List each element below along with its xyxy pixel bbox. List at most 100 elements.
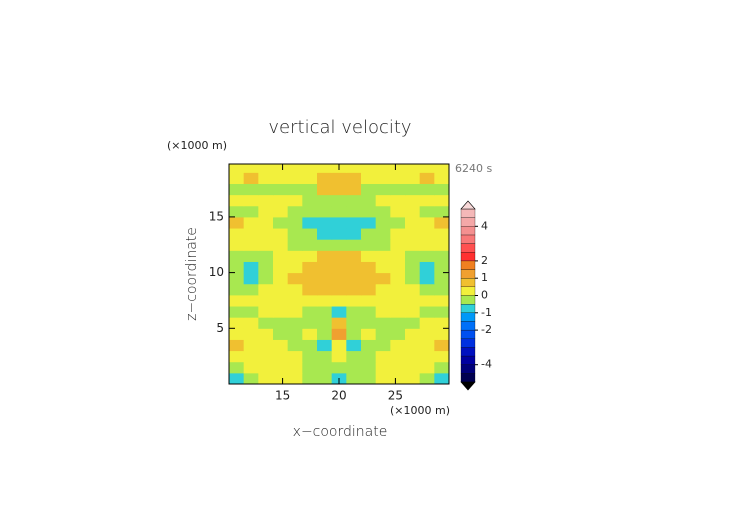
contour-cell: [346, 183, 362, 196]
contour-cell: [287, 339, 303, 352]
contour-cell: [390, 317, 406, 329]
contour-cell: [419, 361, 435, 374]
contour-cell: [317, 261, 333, 274]
contour-cell: [390, 250, 406, 262]
contour-cell: [361, 272, 377, 285]
contour-cell: [434, 164, 449, 173]
contour-cell: [331, 239, 347, 251]
contour-cell: [258, 317, 274, 329]
colorbar-band: [460, 252, 476, 262]
contour-cell: [375, 164, 391, 173]
contour-cell: [375, 372, 391, 384]
contour-cell: [419, 294, 435, 307]
contour-cell: [375, 194, 391, 207]
contour-cell: [405, 294, 421, 307]
contour-cell: [375, 350, 391, 363]
contour-cell: [258, 294, 274, 307]
contour-cell: [346, 328, 362, 340]
contour-cell: [331, 328, 347, 340]
contour-cell: [258, 372, 274, 384]
contour-cell: [243, 372, 259, 384]
contour-cell: [405, 228, 421, 240]
contour-cell: [346, 361, 362, 374]
contour-cell: [361, 239, 377, 251]
contour-cell: [287, 261, 303, 274]
contour-cell: [390, 372, 406, 384]
contour-cell: [273, 239, 289, 251]
contour-cell: [287, 194, 303, 207]
contour-cell: [390, 306, 406, 318]
contour-cell: [434, 261, 449, 274]
contour-cell: [361, 350, 377, 363]
contour-cell: [317, 350, 333, 363]
contour-cell: [419, 239, 435, 251]
contour-cell: [229, 328, 245, 340]
contour-cell: [434, 216, 449, 229]
contour-cell: [419, 339, 435, 352]
contour-cell: [229, 272, 245, 285]
contour-cell: [346, 261, 362, 274]
contour-cell: [346, 306, 362, 318]
contour-cell: [317, 172, 333, 184]
contour-cell: [346, 164, 362, 173]
contour-cell: [287, 272, 303, 285]
contour-cell: [243, 317, 259, 329]
contour-cell: [419, 261, 435, 274]
contour-cell: [258, 306, 274, 318]
contour-cell: [405, 317, 421, 329]
contour-cell: [273, 194, 289, 207]
contour-cell: [317, 372, 333, 384]
contour-cell: [331, 183, 347, 196]
colorbar-under: [460, 381, 476, 391]
y-tick-label: 5: [216, 321, 224, 335]
contour-cell: [390, 216, 406, 229]
contour-cell: [375, 228, 391, 240]
contour-cell: [317, 228, 333, 240]
contour-cell: [243, 228, 259, 240]
contour-cell: [302, 183, 318, 196]
contour-cell: [419, 272, 435, 285]
contour-cell: [434, 172, 449, 184]
contour-cell: [375, 317, 391, 329]
colorbar-band: [460, 217, 476, 227]
contour-cell: [361, 372, 377, 384]
contour-cell: [361, 339, 377, 352]
contour-cell: [273, 183, 289, 196]
contour-cell: [243, 361, 259, 374]
contour-cell: [331, 294, 347, 307]
contour-cell: [361, 361, 377, 374]
contour-cell: [302, 272, 318, 285]
contour-cell: [434, 306, 449, 318]
contour-cell: [434, 361, 449, 374]
contour-cell: [390, 183, 406, 196]
contour-cell: [317, 283, 333, 296]
contour-cell: [287, 294, 303, 307]
x-tick-label: 25: [388, 389, 403, 403]
contour-cell: [346, 239, 362, 251]
contour-cell: [405, 261, 421, 274]
contour-cell: [434, 228, 449, 240]
contour-cell: [361, 228, 377, 240]
contour-cell: [419, 372, 435, 384]
contour-cell: [273, 228, 289, 240]
contour-cell: [331, 194, 347, 207]
x-axis-label: x−coordinate: [293, 424, 388, 440]
contour-cell: [229, 361, 245, 374]
x-unit: (×1000 m): [390, 404, 450, 417]
contour-cell: [258, 361, 274, 374]
colorbar-tick-label: -4: [481, 358, 492, 371]
contour-cell: [317, 183, 333, 196]
contour-cell: [405, 328, 421, 340]
contour-cell: [287, 216, 303, 229]
colorbar-band: [460, 260, 476, 270]
contour-cell: [346, 283, 362, 296]
contour-cell: [302, 164, 318, 173]
contour-cell: [390, 272, 406, 285]
contour-cell: [405, 361, 421, 374]
contour-cell: [302, 339, 318, 352]
contour-cell: [317, 317, 333, 329]
contour-cell: [273, 317, 289, 329]
contour-cell: [243, 164, 259, 173]
contour-cell: [273, 294, 289, 307]
